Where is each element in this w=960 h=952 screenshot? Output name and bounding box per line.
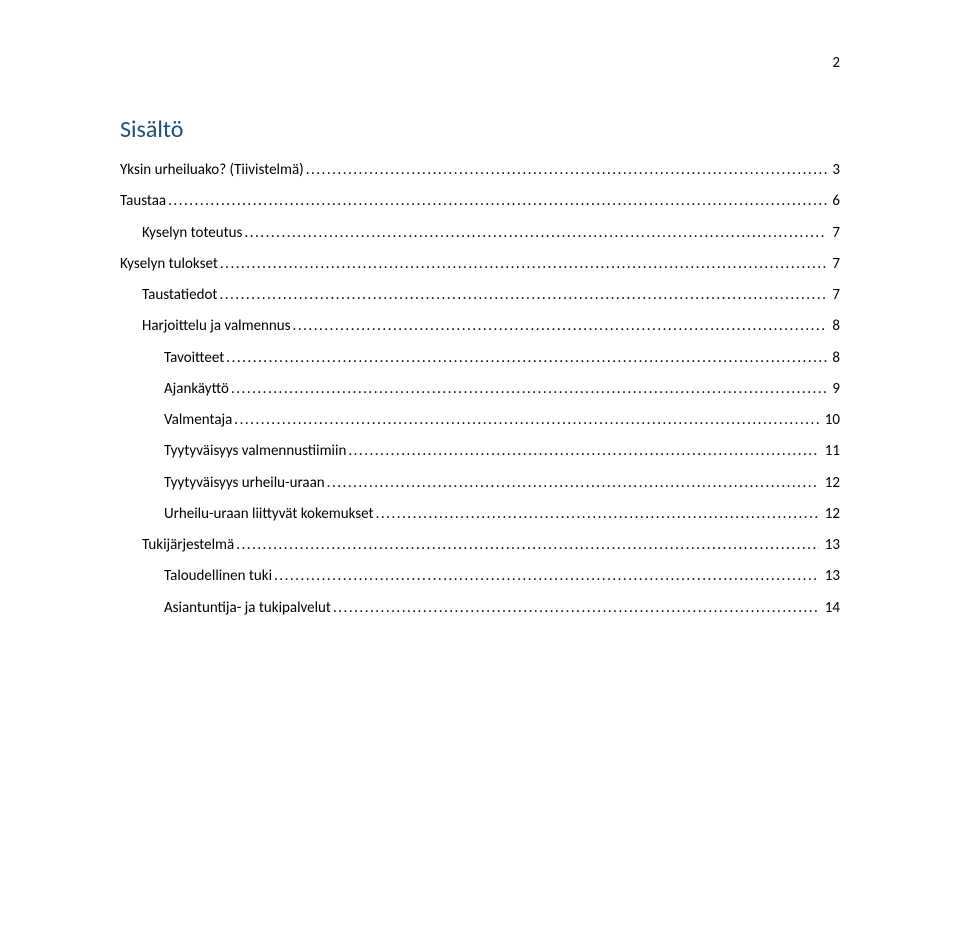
toc-entry-page: 8 <box>829 318 840 335</box>
toc-entry-label: Taloudellinen tuki <box>164 568 272 585</box>
toc-entry: Valmentaja 10 <box>120 412 840 429</box>
toc-entry-page: 13 <box>821 568 840 585</box>
toc-entry-label: Urheilu-uraan liittyvät kokemukset <box>164 506 374 523</box>
toc-leader <box>244 225 827 242</box>
toc-entry-label: Ajankäyttö <box>164 381 229 398</box>
toc-leader <box>168 193 827 210</box>
toc-leader <box>333 600 819 617</box>
toc-leader <box>306 162 827 179</box>
toc-entry: Urheilu-uraan liittyvät kokemukset 12 <box>120 506 840 523</box>
page-number: 2 <box>832 54 840 72</box>
toc-entry-label: Taustaa <box>120 193 166 210</box>
toc-entry-page: 6 <box>829 193 840 210</box>
toc-entry-page: 13 <box>821 537 840 554</box>
toc-entry: Taloudellinen tuki 13 <box>120 568 840 585</box>
toc-entry: Harjoittelu ja valmennus 8 <box>120 318 840 335</box>
toc-entry-page: 14 <box>821 600 840 617</box>
toc-entry: Tyytyväisyys urheilu-uraan 12 <box>120 475 840 492</box>
toc-leader <box>327 475 820 492</box>
toc-entry-page: 8 <box>829 350 840 367</box>
toc-entry-label: Harjoittelu ja valmennus <box>142 318 291 335</box>
toc-entry: Kyselyn toteutus 7 <box>120 225 840 242</box>
toc-entry-label: Tukijärjestelmä <box>142 537 234 554</box>
toc-entry: Ajankäyttö 9 <box>120 381 840 398</box>
toc-leader <box>231 381 827 398</box>
toc-leader <box>274 568 819 585</box>
toc-entry: Tukijärjestelmä 13 <box>120 537 840 554</box>
toc-entry: Tavoitteet 8 <box>120 350 840 367</box>
toc-entry-label: Tavoitteet <box>164 350 224 367</box>
toc-entry: Tyytyväisyys valmennustiimiin 11 <box>120 443 840 460</box>
toc-entry: Asiantuntija- ja tukipalvelut 14 <box>120 600 840 617</box>
toc-leader <box>376 506 820 523</box>
toc-leader <box>234 412 819 429</box>
toc-entry: Yksin urheiluako? (Tiivistelmä) 3 <box>120 162 840 179</box>
toc-entry-label: Taustatiedot <box>142 287 217 304</box>
toc-entry-label: Valmentaja <box>164 412 232 429</box>
toc-entry-label: Kyselyn tulokset <box>120 256 218 273</box>
toc-leader <box>220 256 827 273</box>
toc-leader <box>293 318 827 335</box>
toc-entry-label: Yksin urheiluako? (Tiivistelmä) <box>120 162 304 179</box>
table-of-contents: Yksin urheiluako? (Tiivistelmä) 3 Taustaa… <box>120 162 840 617</box>
toc-entry: Taustatiedot 7 <box>120 287 840 304</box>
document-page: 2 Sisältö Yksin urheiluako? (Tiivistelmä… <box>0 0 960 952</box>
toc-entry-page: 12 <box>821 506 840 523</box>
toc-leader <box>226 350 827 367</box>
toc-entry-page: 9 <box>829 381 840 398</box>
toc-entry-page: 11 <box>821 443 840 460</box>
toc-entry-page: 7 <box>829 256 840 273</box>
toc-entry: Kyselyn tulokset 7 <box>120 256 840 273</box>
toc-entry-label: Tyytyväisyys valmennustiimiin <box>164 443 346 460</box>
toc-entry-page: 10 <box>821 412 840 429</box>
toc-leader <box>236 537 819 554</box>
toc-entry-page: 12 <box>821 475 840 492</box>
toc-leader <box>219 287 827 304</box>
toc-entry-label: Tyytyväisyys urheilu-uraan <box>164 475 325 492</box>
toc-heading: Sisältö <box>120 115 840 144</box>
toc-entry-page: 7 <box>829 287 840 304</box>
toc-entry-page: 3 <box>829 162 840 179</box>
toc-entry-label: Asiantuntija- ja tukipalvelut <box>164 600 331 617</box>
toc-entry: Taustaa 6 <box>120 193 840 210</box>
toc-entry-label: Kyselyn toteutus <box>142 225 242 242</box>
toc-leader <box>348 443 819 460</box>
toc-entry-page: 7 <box>829 225 840 242</box>
